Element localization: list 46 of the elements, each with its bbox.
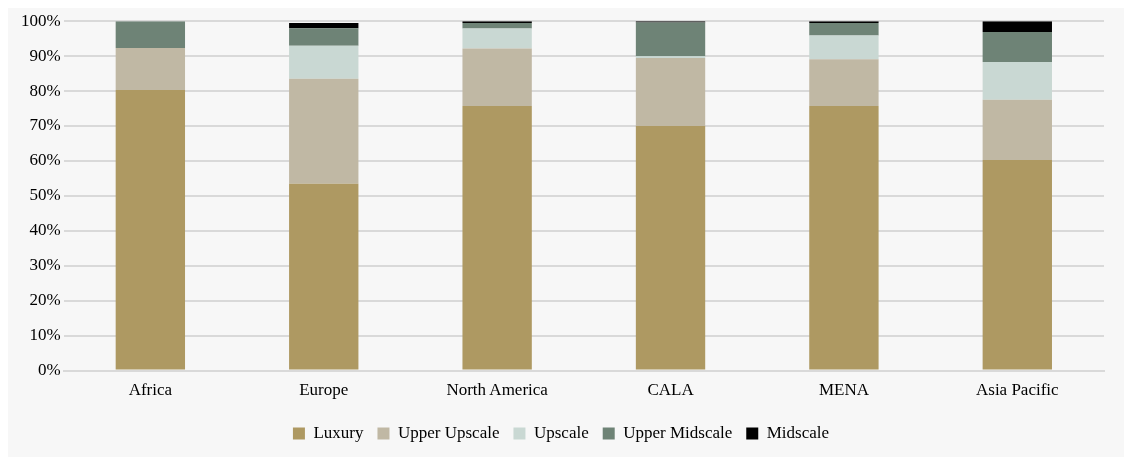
bar — [115, 48, 186, 91]
y-tick-label: 50% — [29, 185, 61, 205]
bar — [462, 106, 532, 370]
y-tick-label: 10% — [29, 325, 61, 345]
y-tick-label: 80% — [29, 80, 61, 100]
bar — [115, 90, 186, 370]
x-tick-label: Asia Pacific — [976, 380, 1060, 400]
bar — [982, 32, 1052, 63]
y-tick-label: 40% — [29, 220, 61, 240]
legend-label: Luxury — [313, 422, 364, 442]
x-tick-label: North America — [446, 380, 549, 400]
x-tick-label: Europe — [299, 380, 349, 400]
y-tick-label: 90% — [29, 45, 61, 65]
x-tick-label: CALA — [647, 380, 695, 400]
x-tick-label: Africa — [128, 380, 173, 400]
y-tick-label: 30% — [29, 255, 61, 275]
bar — [809, 35, 879, 60]
x-tick-label: MENA — [818, 380, 870, 400]
legend-label: Upscale — [533, 422, 589, 442]
bar — [982, 159, 1052, 370]
legend-label: Midscale — [766, 422, 830, 442]
bar — [809, 59, 879, 107]
legend-label: Upper Midscale — [623, 422, 733, 442]
bar — [289, 22, 359, 29]
legend-label: Upper Upscale — [397, 422, 500, 442]
bar — [115, 21, 186, 49]
bar — [289, 45, 359, 79]
y-tick-label: 0% — [37, 360, 61, 380]
bar — [982, 21, 1052, 33]
bar — [289, 183, 359, 370]
bar — [289, 78, 359, 184]
y-tick-label: 100% — [20, 10, 61, 30]
bar — [462, 22, 532, 29]
bar — [462, 48, 532, 107]
bar — [635, 57, 706, 127]
bar — [462, 28, 532, 49]
bar — [982, 99, 1052, 160]
bar — [289, 28, 359, 46]
bar — [982, 62, 1052, 100]
y-tick-label: 60% — [29, 150, 61, 170]
bar — [635, 22, 706, 57]
bar — [635, 126, 706, 370]
y-tick-label: 20% — [29, 290, 61, 310]
y-tick-label: 70% — [29, 115, 61, 135]
bar — [809, 22, 879, 36]
bar — [809, 106, 879, 370]
